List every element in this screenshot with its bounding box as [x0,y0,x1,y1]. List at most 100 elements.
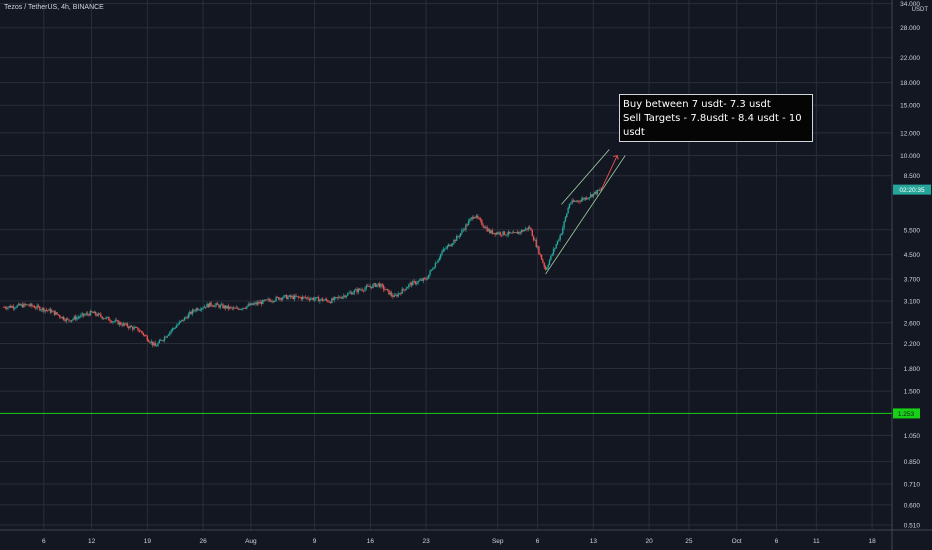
candle-body [313,298,316,301]
y-tick-label: 18.000 [900,80,920,87]
x-tick-label: Oct [732,538,742,545]
candle-body [319,299,321,302]
candle-body [309,298,312,300]
candle-body [417,280,419,284]
candle-body [397,293,399,297]
candle-body [385,289,387,290]
candle-body [13,307,16,309]
x-tick-label: 26 [199,538,207,545]
candle-body [52,310,54,312]
candle-body [146,336,149,341]
x-tick-label: Aug [245,538,257,545]
target-arrow-head [613,154,619,160]
candle-body [323,300,325,301]
candle-body [97,313,99,316]
candle-body [57,314,60,316]
candle-body [207,303,210,308]
candle-body [102,318,105,320]
candle-body [173,327,175,329]
candle-body [365,285,368,289]
candle-body [455,236,458,241]
candle-body [409,282,411,285]
candle-body [308,298,310,300]
candle-body [251,303,253,305]
candle-body [37,305,40,307]
candle-body [593,191,596,194]
target-arrow-line [600,155,618,190]
candle-body [182,319,184,321]
channel-lower-line [545,155,626,275]
candle-body [169,331,171,335]
candle-body [479,218,482,221]
candle-body [364,288,366,291]
candle-body [540,254,543,260]
candle-body [73,316,76,319]
candle-body [202,307,204,309]
candle-body [195,308,198,311]
candle-body [295,295,297,297]
candle-body [291,296,293,298]
candle-body [421,279,423,281]
candle-body [425,278,427,280]
candle-body [216,303,219,305]
candle-body [201,308,203,310]
candle-body [181,319,183,322]
candle-body [206,303,208,308]
candle-body [579,201,581,203]
candle-body [426,278,429,280]
trade-annotation-box[interactable]: Buy between 7 usdt- 7.3 usdt Sell Target… [619,94,813,142]
candle-body [94,311,97,315]
candle-body [386,289,389,290]
candle-body [29,303,32,306]
candle-body [536,246,539,248]
candle-body [183,317,186,321]
candle-body [491,230,494,234]
candle-body [211,305,214,307]
candle-body [489,229,491,234]
y-tick-label: 2.600 [904,320,921,327]
y-tick-label: 0.710 [904,481,921,488]
x-tick-label: 9 [313,538,317,545]
candle-body [510,232,512,234]
candle-body [215,303,218,305]
candle-body [198,309,200,311]
y-tick-label: 0.600 [904,502,921,509]
candle-body [259,301,261,304]
candle-body [105,317,107,319]
candle-body [336,297,338,298]
candle-body [502,231,504,236]
candle-body [263,299,265,301]
candle-body [224,305,227,309]
candle-body [351,292,353,295]
candle-body [264,299,267,301]
candle-body [481,220,483,225]
candle-body [66,318,69,320]
candle-body [76,317,78,320]
candle-body [203,306,206,308]
candle-body [74,316,77,320]
candle-body [49,308,52,313]
candle-body [389,292,391,295]
candle-body [174,327,176,329]
x-tick-label: Sep [492,538,504,545]
candle-body [271,301,273,303]
candle-body [542,259,544,263]
candle-body [106,317,109,318]
candle-body [185,317,187,319]
candle-body [280,298,283,300]
candle-body [539,254,541,255]
candle-body [77,317,80,318]
x-tick-label: 16 [367,538,375,545]
candle-body [333,297,336,300]
candle-body [589,194,592,198]
candle-body [418,280,421,282]
x-tick-label: 6 [536,538,540,545]
candle-body [238,308,240,310]
candle-body [167,334,170,336]
candle-body [117,320,119,325]
candle-body [5,308,8,309]
candle-body [445,248,447,250]
candle-body [516,232,519,234]
y-tick-label: 3.700 [904,276,921,283]
